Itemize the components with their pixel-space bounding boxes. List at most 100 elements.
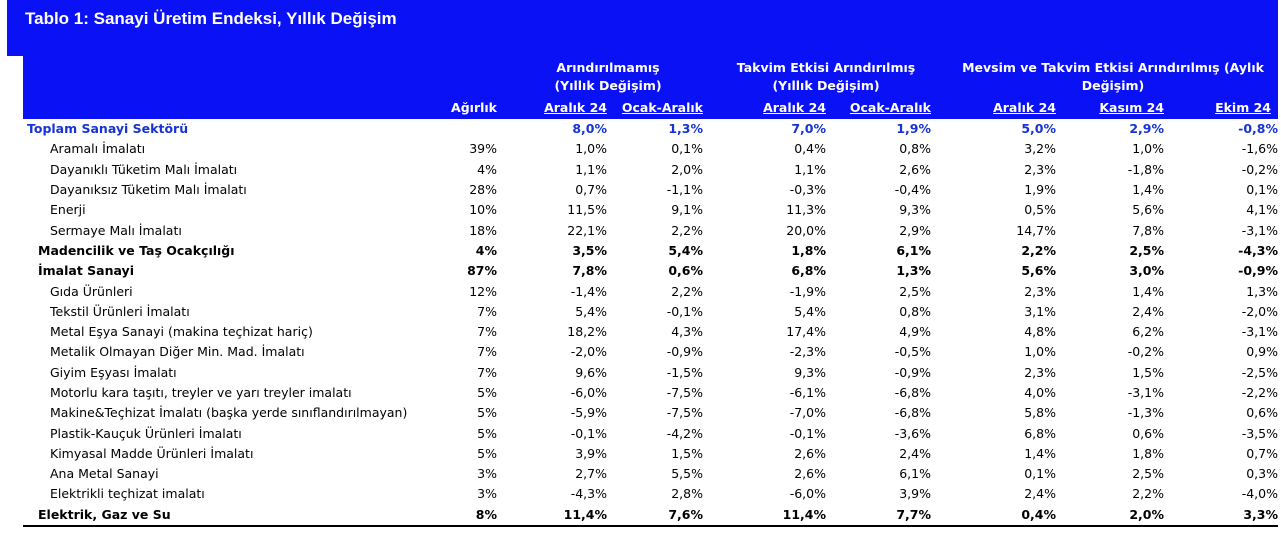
value-cell: 4,9%: [899, 324, 931, 340]
table-row: Dayanıksız Tüketim Malı İmalatı 28% 0,7% -1…: [23, 180, 1278, 200]
value-cell: -4,3%: [1238, 242, 1278, 258]
value-cell: 1,1%: [794, 161, 826, 177]
column-header-weight: Ağırlık: [451, 100, 497, 115]
value-cell: -1,6%: [1241, 141, 1278, 157]
value-cell: 0,6%: [668, 263, 703, 279]
value-cell: -6,8%: [894, 405, 931, 421]
value-cell: -4,0%: [1241, 486, 1278, 502]
weight-cell: 5%: [477, 425, 497, 441]
value-cell: 4,1%: [1246, 202, 1278, 218]
group-header-line2: Değişim): [1081, 78, 1145, 93]
row-label: Dayanıksız Tüketim Malı İmalatı: [50, 182, 247, 198]
row-label: Aramalı İmalatı: [50, 141, 146, 157]
value-cell: 8,0%: [572, 121, 607, 137]
value-cell: 3,0%: [1129, 263, 1164, 279]
weight-cell: 28%: [469, 182, 497, 198]
weight-cell: 7%: [477, 344, 497, 360]
row-label: Tekstil Ürünleri İmalatı: [50, 303, 190, 319]
value-cell: 9,3%: [899, 202, 931, 218]
weight-cell: 3%: [477, 466, 497, 482]
value-cell: 6,1%: [899, 466, 931, 482]
value-cell: -1,9%: [789, 283, 826, 299]
value-cell: -0,2%: [1241, 161, 1278, 177]
value-cell: -7,5%: [666, 385, 703, 400]
value-cell: 9,6%: [575, 364, 607, 380]
value-cell: 1,4%: [1132, 283, 1164, 299]
table-row: Plastik-Kauçuk Ürünleri İmalatı 5% -0,1% -4…: [23, 423, 1278, 443]
weight-cell: 5%: [477, 385, 497, 400]
value-cell: -2,0%: [570, 344, 607, 360]
value-cell: 0,5%: [1024, 202, 1056, 218]
value-cell: 2,9%: [1129, 121, 1164, 137]
value-cell: -7,5%: [666, 405, 703, 421]
table-title: Tablo 1: Sanayi Üretim Endeksi, Yıllık D…: [25, 9, 397, 28]
value-cell: 0,1%: [1246, 182, 1278, 198]
value-cell: -5,9%: [570, 405, 607, 421]
value-cell: -2,5%: [1241, 364, 1278, 380]
weight-cell: 7%: [477, 324, 497, 340]
weight-cell: 18%: [469, 222, 497, 238]
value-cell: 2,3%: [1024, 364, 1056, 380]
value-cell: 1,3%: [668, 121, 703, 137]
column-header: Ocak-Aralık: [621, 100, 703, 115]
value-cell: 0,1%: [671, 141, 703, 157]
weight-cell: 4%: [475, 242, 497, 258]
value-cell: 0,6%: [1132, 425, 1164, 441]
value-cell: 2,0%: [671, 161, 703, 177]
value-cell: -1,1%: [666, 182, 703, 198]
table-row: Aramalı İmalatı 39% 1,0% 0,1% 0,4% 0,8% 3,2% 1,…: [23, 139, 1278, 159]
value-cell: 1,1%: [575, 161, 607, 177]
value-cell: -3,1%: [1241, 324, 1278, 340]
value-cell: 2,6%: [899, 161, 931, 177]
group-header-unadjusted: Arındırılmamış (Yıllık Değişim): [523, 59, 693, 95]
table-row: Gıda Ürünleri 12% -1,4% 2,2% -1,9% 2,5% 2,3% 1,…: [23, 281, 1278, 301]
value-cell: 3,2%: [1024, 141, 1056, 157]
value-cell: 5,4%: [794, 303, 826, 319]
value-cell: -0,9%: [666, 344, 703, 360]
table-row: Makine&Teçhizat İmalatı (başka yerde sın…: [23, 403, 1278, 423]
value-cell: 4,0%: [1024, 385, 1056, 400]
value-cell: -6,1%: [789, 385, 826, 400]
value-cell: -0,8%: [1238, 121, 1278, 137]
weight-cell: 7%: [477, 303, 497, 319]
value-cell: -0,5%: [894, 344, 931, 360]
table-row: Motorlu kara taşıtı, treyler ve yarı tre…: [23, 383, 1278, 403]
table-row: Tekstil Ürünleri İmalatı 7% 5,4% -0,1% 5,4% 0…: [23, 302, 1278, 322]
value-cell: 0,8%: [899, 141, 931, 157]
value-cell: 5,5%: [671, 466, 703, 482]
value-cell: -2,3%: [789, 344, 826, 360]
row-label: Metalik Olmayan Diğer Min. Mad. İmalatı: [50, 344, 305, 360]
value-cell: 1,4%: [1024, 445, 1056, 461]
value-cell: 0,9%: [1246, 344, 1278, 360]
value-cell: 6,2%: [1132, 324, 1164, 340]
column-header: Aralık 24: [993, 100, 1056, 115]
value-cell: 2,0%: [1129, 506, 1164, 522]
weight-cell: [423, 119, 515, 140]
value-cell: 6,8%: [1024, 425, 1056, 441]
row-label: Plastik-Kauçuk Ürünleri İmalatı: [50, 425, 242, 441]
value-cell: 2,9%: [899, 222, 931, 238]
value-cell: 3,1%: [1024, 303, 1056, 319]
row-label: Motorlu kara taşıtı, treyler ve yarı tre…: [50, 385, 352, 400]
value-cell: 0,4%: [794, 141, 826, 157]
row-label: Kimyasal Madde Ürünleri İmalatı: [50, 445, 254, 461]
value-cell: 1,8%: [1132, 445, 1164, 461]
table-row: Sermaye Malı İmalatı 18% 22,1% 2,2% 20,0% 2,9…: [23, 220, 1278, 240]
value-cell: 7,0%: [791, 121, 826, 137]
weight-cell: 4%: [477, 161, 497, 177]
value-cell: -0,1%: [789, 425, 826, 441]
value-cell: 7,8%: [572, 263, 607, 279]
weight-cell: 5%: [477, 445, 497, 461]
value-cell: 5,6%: [1021, 263, 1056, 279]
table-row: Metal Eşya Sanayi (makina teçhizat hariç…: [23, 322, 1278, 342]
group-header-line2: (Yıllık Değişim): [772, 78, 880, 93]
value-cell: 1,0%: [1024, 344, 1056, 360]
table-row: Kimyasal Madde Ürünleri İmalatı 5% 3,9% 1,5…: [23, 444, 1278, 464]
table-row: Toplam Sanayi Sektörü 8,0% 1,3% 7,0% 1,9% 5,0…: [23, 118, 1278, 140]
row-label: Giyim Eşyası İmalatı: [50, 364, 177, 380]
value-cell: -3,1%: [1241, 222, 1278, 238]
value-cell: -0,1%: [666, 303, 703, 319]
value-cell: 2,4%: [899, 445, 931, 461]
value-cell: 2,2%: [1021, 242, 1056, 258]
value-cell: 1,9%: [896, 121, 931, 137]
